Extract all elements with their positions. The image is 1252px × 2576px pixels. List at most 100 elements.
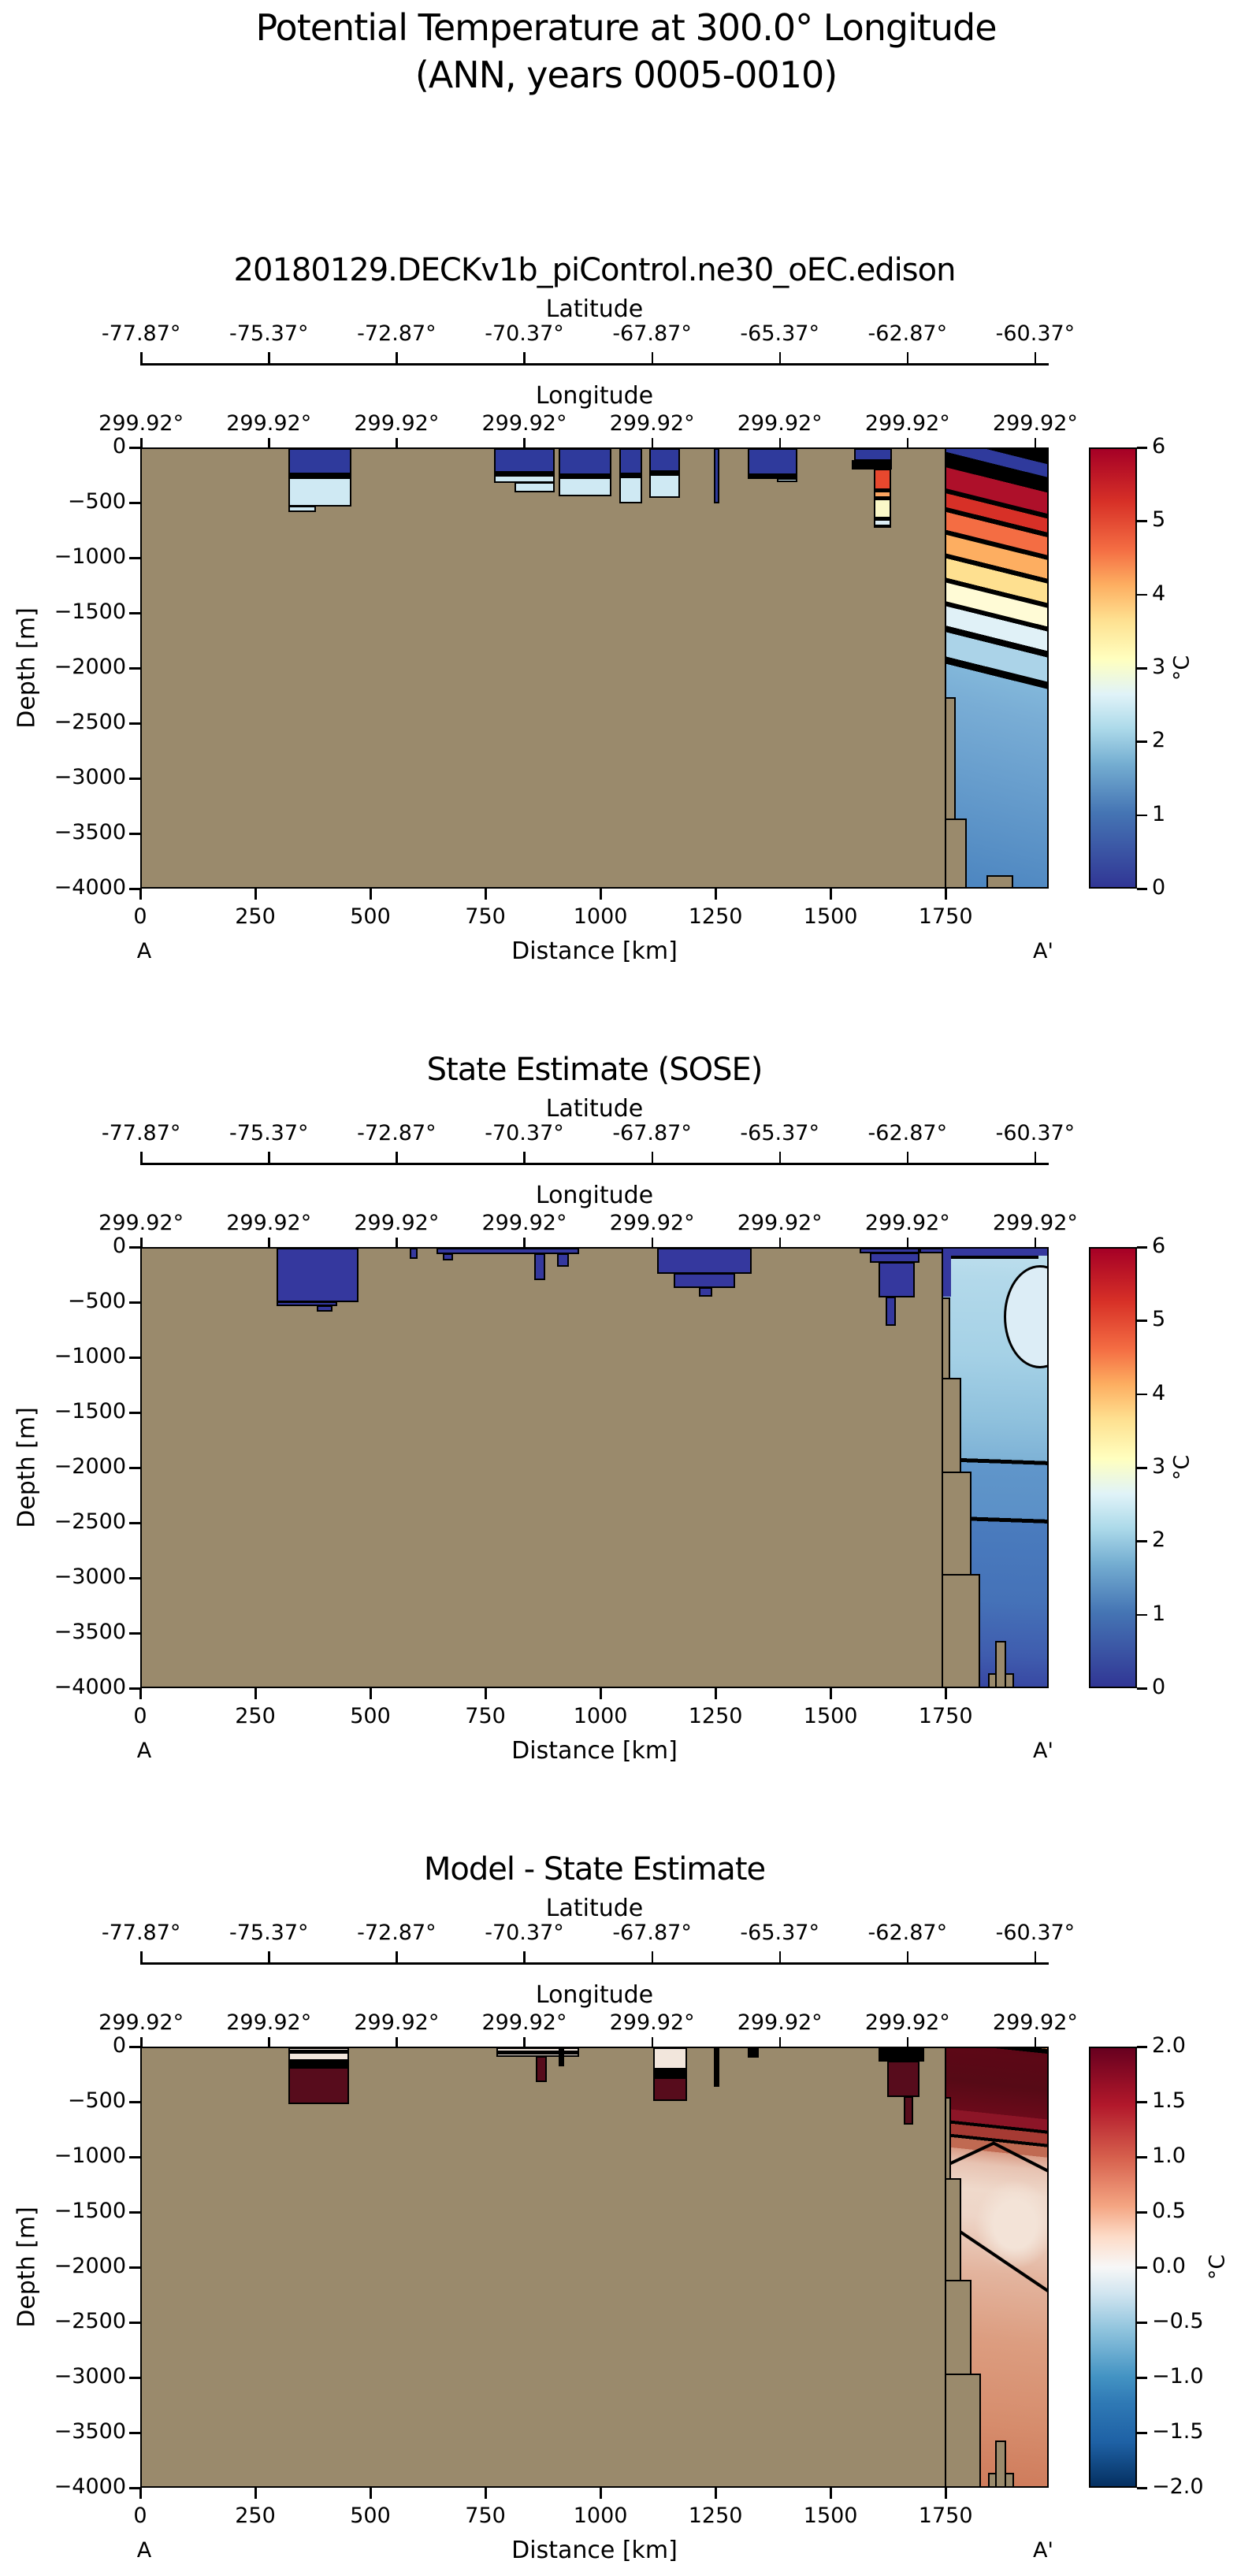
latitude-tick-label: -65.37° (740, 321, 819, 346)
panel-title: Model - State Estimate (423, 1851, 766, 1887)
basin-contour-band (943, 1256, 1039, 1259)
latitude-tick-mark (906, 352, 909, 363)
colorbar-tick-label: 1 (1152, 801, 1166, 826)
distance-tick-mark (830, 889, 832, 900)
latitude-tick-label: -77.87° (101, 321, 181, 346)
colorbar-tick-label: 4 (1152, 1380, 1166, 1405)
colorbar-tick-mark (1137, 1613, 1147, 1616)
longitude-tick-mark (523, 1238, 526, 1247)
depth-tick-mark (129, 2377, 140, 2379)
colorbar-tick-mark (1137, 814, 1147, 817)
ocean-region (409, 1249, 418, 1260)
longitude-tick-mark (1034, 2037, 1037, 2047)
land-shelf (995, 1640, 1006, 1687)
depth-tick-mark (129, 2322, 140, 2324)
latitude-tick-label: -75.37° (228, 1121, 309, 1145)
latitude-tick-label: -72.87° (357, 321, 437, 346)
ocean-region (493, 472, 555, 477)
distance-tick-label: 750 (465, 1704, 506, 1728)
colorbar-tick-mark (1137, 2377, 1147, 2379)
depth-tick-label: −3500 (54, 1620, 126, 1644)
land-shelf (942, 1574, 981, 1687)
colorbar-tick-label: 0 (1152, 1675, 1166, 1699)
plot-area (140, 2047, 1049, 2488)
latitude-tick-label: -65.37° (740, 1921, 819, 1945)
ocean-region (288, 477, 351, 507)
distance-tick-mark (254, 2488, 257, 2499)
ocean-region (558, 473, 611, 478)
latitude-tick-label: -67.87° (612, 1921, 692, 1945)
depth-tick-mark (129, 2487, 140, 2489)
ocean-region (557, 1253, 570, 1268)
depth-tick-label: −4000 (54, 2474, 126, 2499)
longitude-tick-label: 299.92° (226, 1211, 312, 1235)
ocean-region (288, 473, 351, 478)
ocean-region (288, 449, 351, 475)
distance-tick-label: 0 (133, 904, 147, 929)
colorbar-tick-label: 6 (1152, 1234, 1166, 1258)
latitude-tick-mark (1034, 1152, 1037, 1163)
distance-tick-mark (830, 1688, 832, 1699)
distance-tick-label: 500 (350, 904, 391, 929)
latitude-tick-mark (396, 1951, 398, 1962)
latitude-axis-line (140, 1962, 1049, 1965)
ocean-region (493, 475, 555, 484)
ocean-region (878, 2048, 924, 2062)
depth-tick-mark (129, 1522, 140, 1524)
colorbar-tick-label: 2.0 (1152, 2033, 1186, 2058)
distance-tick-mark (945, 889, 947, 900)
ocean-region (903, 2095, 913, 2125)
colorbar-tick-mark (1137, 2487, 1147, 2489)
depth-tick-mark (129, 833, 140, 835)
depth-tick-label: −3500 (54, 820, 126, 844)
distance-tick-mark (485, 889, 487, 900)
depth-tick-mark (129, 1357, 140, 1359)
depth-tick-label: 0 (112, 1234, 126, 1258)
colorbar-tick-label: 5 (1152, 1307, 1166, 1332)
longitude-tick-mark (268, 1238, 270, 1247)
latitude-tick-mark (778, 1951, 782, 1962)
depth-tick-mark (129, 1632, 140, 1635)
latitude-axis-line (140, 363, 1049, 366)
longitude-tick-label: 299.92° (354, 1211, 440, 1235)
ocean-region (648, 449, 680, 472)
distance-tick-mark (370, 2488, 372, 2499)
plot-area (140, 447, 1049, 889)
depth-tick-mark (129, 612, 140, 614)
longitude-tick-mark (396, 1238, 398, 1247)
longitude-tick-label: 299.92° (354, 411, 440, 436)
latitude-tick-mark (396, 1152, 398, 1163)
colorbar-tick-label: 3 (1152, 1454, 1166, 1479)
colorbar (1089, 2047, 1137, 2488)
depth-tick-label: −500 (67, 489, 126, 514)
longitude-tick-label: 299.92° (98, 1211, 184, 1235)
latitude-tick-mark (1034, 1951, 1037, 1962)
depth-tick-label: −1000 (54, 2144, 126, 2168)
depth-tick-label: −2500 (54, 1509, 126, 1534)
depth-tick-mark (129, 2046, 140, 2048)
colorbar-tick-label: 1.5 (1152, 2088, 1186, 2113)
distance-tick-mark (715, 2488, 717, 2499)
ocean-region (873, 499, 891, 519)
depth-tick-label: −500 (67, 2088, 126, 2113)
latitude-axis-label: Latitude (545, 1895, 644, 1922)
longitude-tick-label: 299.92° (992, 1211, 1078, 1235)
distance-tick-label: 1500 (803, 1704, 858, 1728)
depth-tick-label: −2000 (54, 2254, 126, 2278)
longitude-tick-label: 299.92° (226, 411, 312, 436)
colorbar-tick-label: 2 (1152, 728, 1166, 753)
colorbar-unit-label: °C (1169, 1454, 1194, 1481)
depth-tick-label: −1500 (54, 599, 126, 624)
colorbar-tick-label: 0.0 (1152, 2254, 1186, 2278)
longitude-tick-label: 299.92° (98, 411, 184, 436)
latitude-axis-label: Latitude (545, 1095, 644, 1123)
longitude-tick-mark (1034, 1238, 1037, 1247)
colorbar-tick-mark (1137, 1246, 1147, 1249)
depth-tick-mark (129, 2156, 140, 2158)
colorbar-tick-label: −2.0 (1152, 2474, 1204, 2499)
latitude-tick-mark (906, 1951, 909, 1962)
section-endpoint-a: A (136, 2538, 152, 2563)
depth-tick-mark (129, 1246, 140, 1249)
distance-tick-mark (600, 889, 602, 900)
